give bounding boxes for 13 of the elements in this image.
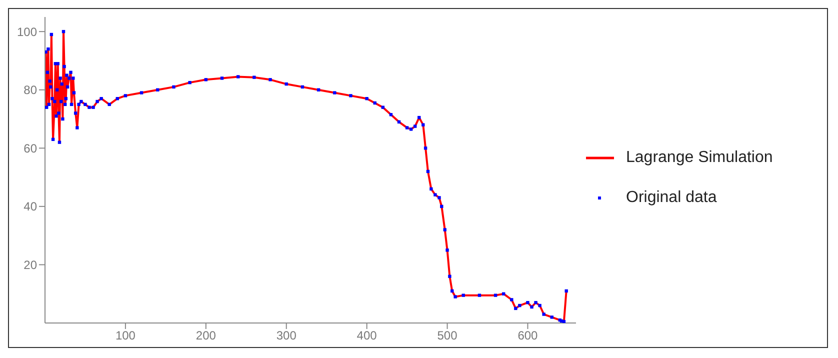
y-tick-label: 20 [24, 258, 38, 272]
y-tick-label: 60 [24, 141, 38, 156]
legend-label: Lagrange Simulation [626, 149, 773, 167]
x-tick-label: 100 [115, 328, 136, 343]
x-tick-label: 500 [437, 328, 458, 343]
y-tick-label: 100 [16, 24, 38, 39]
x-tick-label: 300 [276, 328, 297, 343]
legend-label: Original data [626, 189, 717, 207]
y-tick-label: 80 [24, 83, 38, 98]
y-tick-label: 40 [24, 200, 38, 214]
x-tick-label: 600 [518, 328, 538, 343]
x-tick-label: 200 [196, 328, 216, 343]
x-tick-label: 400 [356, 328, 378, 343]
